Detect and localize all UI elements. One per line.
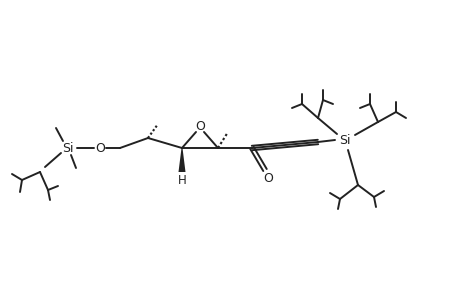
- Text: O: O: [95, 142, 105, 154]
- Text: O: O: [263, 172, 272, 184]
- Polygon shape: [178, 148, 185, 172]
- Text: Si: Si: [339, 134, 350, 146]
- Text: Si: Si: [62, 142, 73, 154]
- Text: H: H: [177, 173, 186, 187]
- Text: O: O: [195, 119, 205, 133]
